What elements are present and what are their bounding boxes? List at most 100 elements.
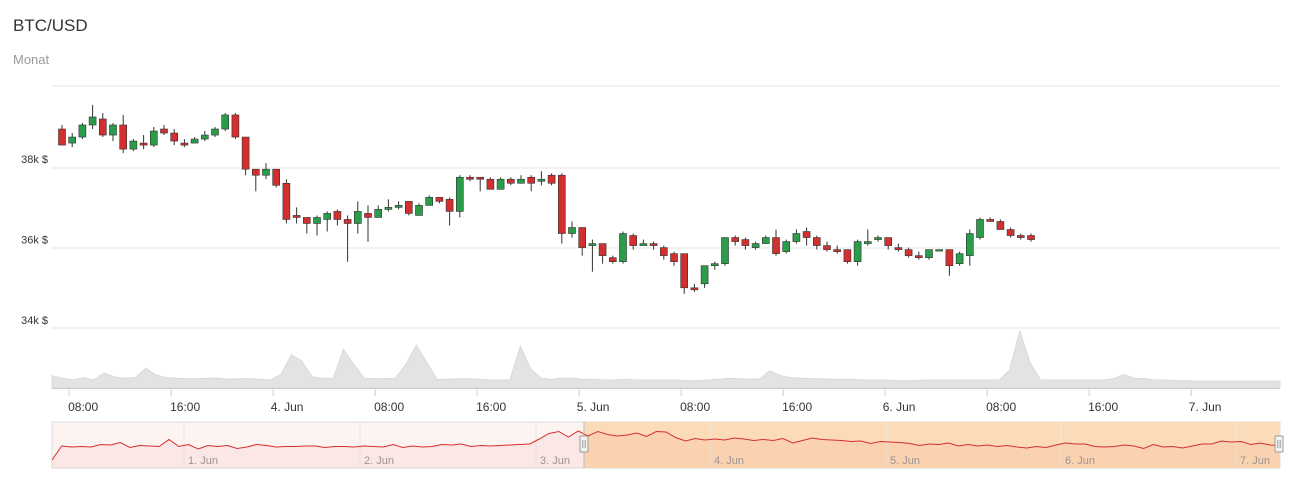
candle[interactable] (343, 215, 352, 262)
candle[interactable] (139, 135, 148, 150)
candle[interactable] (180, 139, 189, 148)
candle[interactable] (190, 137, 199, 144)
candle[interactable] (415, 203, 423, 216)
candle[interactable] (466, 175, 474, 182)
candle[interactable] (353, 201, 362, 234)
candle[interactable] (761, 235, 770, 244)
candle[interactable] (588, 239, 597, 272)
candle[interactable] (690, 283, 699, 292)
candle[interactable] (88, 104, 97, 130)
candle[interactable] (99, 112, 107, 138)
candle[interactable] (109, 122, 117, 142)
candle[interactable] (384, 199, 393, 212)
candle[interactable] (445, 197, 454, 226)
candle[interactable] (986, 217, 995, 222)
candle[interactable] (394, 201, 403, 210)
candle[interactable] (751, 241, 760, 250)
candle[interactable] (517, 175, 525, 184)
candle[interactable] (496, 177, 505, 190)
candle[interactable] (374, 205, 383, 218)
candle[interactable] (404, 201, 413, 216)
candle[interactable] (568, 221, 576, 238)
candle[interactable] (129, 139, 138, 152)
candle[interactable] (160, 124, 168, 136)
candle[interactable] (782, 239, 791, 254)
candle[interactable] (313, 215, 321, 236)
candle[interactable] (241, 136, 250, 176)
candle[interactable] (843, 249, 852, 264)
candle[interactable] (710, 261, 719, 270)
candle[interactable] (150, 127, 158, 148)
candle[interactable] (1006, 227, 1015, 238)
candle[interactable] (119, 114, 127, 154)
candle[interactable] (537, 171, 546, 186)
navigator-handle-left[interactable] (579, 435, 589, 453)
candle[interactable] (812, 235, 821, 250)
candle[interactable] (955, 251, 964, 266)
candle[interactable] (68, 133, 76, 148)
candle[interactable] (557, 173, 566, 244)
candle[interactable] (853, 239, 862, 266)
candle[interactable] (996, 219, 1005, 230)
candle[interactable] (578, 227, 587, 256)
candle[interactable] (823, 241, 831, 252)
candle[interactable] (649, 241, 658, 250)
candle[interactable] (425, 195, 434, 206)
candle[interactable] (976, 217, 984, 240)
candle[interactable] (364, 205, 372, 242)
candle[interactable] (904, 247, 913, 258)
navigator-selection[interactable] (584, 422, 1280, 468)
candle[interactable] (292, 207, 301, 224)
candle[interactable] (639, 239, 648, 246)
candle[interactable] (833, 245, 842, 254)
candle[interactable] (272, 168, 281, 188)
candle[interactable] (170, 129, 178, 146)
candle[interactable] (792, 229, 801, 244)
candle[interactable] (894, 243, 903, 252)
candle[interactable] (670, 251, 678, 266)
candle[interactable] (608, 255, 617, 264)
candle[interactable] (700, 265, 709, 288)
candle[interactable] (598, 243, 607, 264)
candle[interactable] (455, 175, 464, 218)
candle[interactable] (945, 249, 954, 276)
candle[interactable] (58, 124, 66, 146)
candle[interactable] (619, 231, 627, 264)
candle[interactable] (629, 233, 638, 250)
candle[interactable] (262, 163, 270, 180)
candle[interactable] (965, 229, 974, 266)
candle[interactable] (323, 211, 332, 232)
candle[interactable] (333, 209, 342, 226)
candle[interactable] (731, 235, 740, 246)
candle[interactable] (925, 249, 933, 260)
candle[interactable] (506, 177, 515, 186)
candle[interactable] (211, 127, 219, 138)
candle[interactable] (802, 227, 811, 246)
candle[interactable] (884, 237, 893, 250)
candle[interactable] (721, 237, 729, 266)
candle[interactable] (527, 175, 536, 192)
candle[interactable] (659, 245, 668, 260)
candle[interactable] (201, 131, 209, 142)
candle[interactable] (476, 176, 485, 192)
navigator[interactable]: 1. Jun 2. Jun 3. Jun 4. Jun 5. Jun 6. Jun 7. J… (51, 421, 1284, 469)
candle[interactable] (772, 229, 780, 256)
candle[interactable] (435, 197, 444, 204)
candle[interactable] (78, 122, 87, 140)
candle[interactable] (231, 112, 240, 140)
candle[interactable] (741, 237, 750, 250)
navigator-handle-right[interactable] (1274, 435, 1284, 453)
candle[interactable] (221, 112, 229, 132)
candle[interactable] (547, 173, 556, 186)
candle[interactable] (302, 217, 311, 234)
candle[interactable] (252, 168, 260, 192)
candle[interactable] (680, 253, 689, 294)
candle[interactable] (935, 249, 944, 252)
candle[interactable] (1016, 233, 1025, 240)
candle[interactable] (1027, 233, 1035, 242)
candle[interactable] (282, 179, 291, 224)
candle[interactable] (874, 235, 882, 242)
candle[interactable] (863, 229, 872, 246)
candle[interactable] (486, 177, 495, 190)
